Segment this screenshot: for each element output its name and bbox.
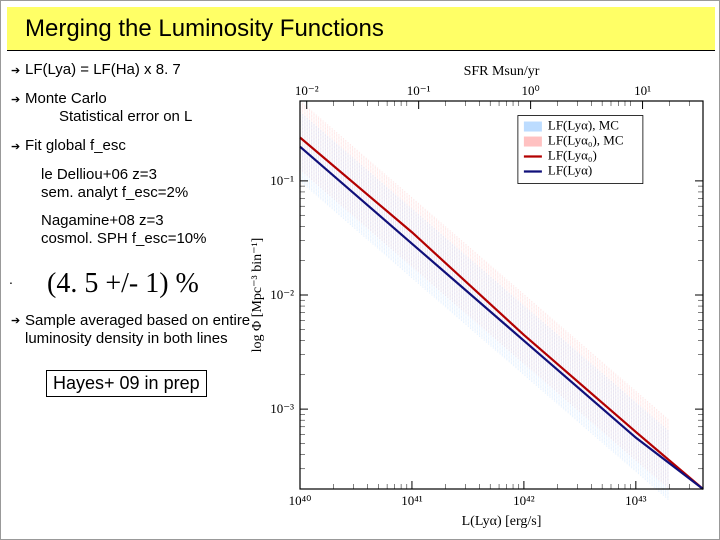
- svg-text:10⁴¹: 10⁴¹: [401, 493, 423, 508]
- svg-text:LF(Lyα): LF(Lyα): [548, 163, 592, 178]
- svg-text:log Φ [Mpc⁻³ bin⁻¹]: log Φ [Mpc⁻³ bin⁻¹]: [250, 238, 265, 353]
- arrow-icon: ➔: [11, 93, 20, 106]
- note-1b: sem. analyt f_esc=2%: [41, 184, 251, 202]
- sample-line-a: Sample averaged based on entire: [25, 312, 250, 329]
- svg-text:10⁰: 10⁰: [521, 83, 539, 98]
- title-bar: Merging the Luminosity Functions: [7, 7, 715, 51]
- svg-text:LF(Lyα₀): LF(Lyα₀): [548, 148, 597, 163]
- note-2b: cosmol. SPH f_esc=10%: [41, 230, 251, 248]
- arrow-icon: ➔: [11, 315, 20, 328]
- stray-dot: .: [9, 271, 13, 287]
- bullet-1: ➔ LF(Lya) = LF(Ha) x 8. 7: [11, 61, 251, 78]
- bullet-3-text: Fit global f_esc: [25, 137, 126, 154]
- arrow-icon: ➔: [11, 140, 20, 153]
- svg-text:LF(Lyα), MC: LF(Lyα), MC: [548, 118, 619, 133]
- svg-text:10¹: 10¹: [634, 83, 651, 98]
- svg-text:LF(Lyα₀), MC: LF(Lyα₀), MC: [548, 133, 624, 148]
- bullet-2-sub: Statistical error on L: [25, 108, 251, 125]
- sample-bullet: ➔ Sample averaged based on entire lumino…: [11, 312, 251, 348]
- bullet-1-text: LF(Lya) = LF(Ha) x 8. 7: [25, 61, 181, 78]
- svg-text:10⁻¹: 10⁻¹: [407, 83, 431, 98]
- note-2a: Nagamine+08 z=3: [41, 212, 251, 230]
- arrow-icon: ➔: [11, 64, 20, 77]
- slide-title: Merging the Luminosity Functions: [25, 15, 384, 43]
- note-1a: le Delliou+06 z=3: [41, 166, 251, 184]
- svg-text:10⁴³: 10⁴³: [625, 493, 647, 508]
- bullet-2-text: Monte Carlo: [25, 90, 107, 107]
- svg-text:10⁴²: 10⁴²: [513, 493, 535, 508]
- luminosity-chart: 10⁴⁰ 10⁴¹ 10⁴² 10⁴³ 10⁻² 10⁻¹ 10⁰ 10¹ 10⁻³ 10⁻² 10…: [245, 61, 715, 531]
- citation-box: Hayes+ 09 in prep: [46, 370, 207, 397]
- notes-block: le Delliou+06 z=3 sem. analyt f_esc=2% N…: [41, 166, 251, 248]
- left-column: ➔ LF(Lya) = LF(Ha) x 8. 7 ➔ Monte Carlo …: [11, 61, 251, 397]
- svg-text:10⁻¹: 10⁻¹: [270, 173, 294, 188]
- sample-line-b: luminosity density in both lines: [25, 330, 228, 347]
- citation-text: Hayes+ 09 in prep: [53, 373, 200, 393]
- result-value: (4. 5 +/- 1) %: [47, 268, 251, 300]
- svg-text:10⁻²: 10⁻²: [270, 287, 294, 302]
- slide: Merging the Luminosity Functions ➔ LF(Ly…: [0, 0, 720, 540]
- svg-text:L(Lyα) [erg/s]: L(Lyα) [erg/s]: [462, 514, 542, 529]
- svg-text:SFR Msun/yr: SFR Msun/yr: [464, 64, 540, 79]
- svg-text:10⁴⁰: 10⁴⁰: [289, 493, 312, 508]
- svg-text:10⁻³: 10⁻³: [270, 401, 294, 416]
- svg-text:10⁻²: 10⁻²: [295, 83, 319, 98]
- bullet-3: ➔ Fit global f_esc: [11, 137, 251, 154]
- bullet-2: ➔ Monte Carlo Statistical error on L: [11, 90, 251, 125]
